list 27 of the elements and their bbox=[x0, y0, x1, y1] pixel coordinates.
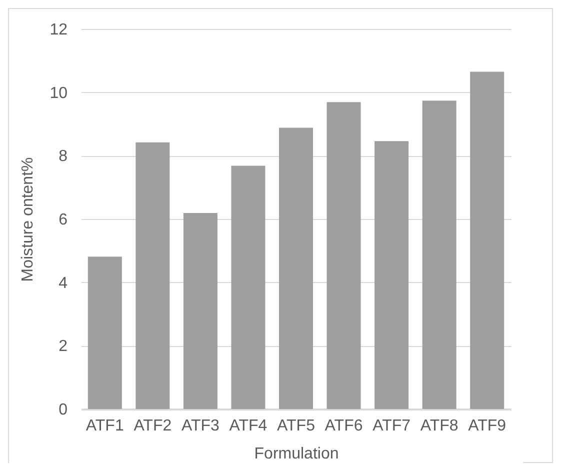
y-tick-label: 6 bbox=[58, 212, 68, 228]
bar bbox=[183, 212, 218, 409]
x-tick-label: ATF5 bbox=[277, 418, 316, 434]
bar bbox=[279, 128, 313, 409]
bar bbox=[136, 142, 170, 409]
x-tick-label: ATF8 bbox=[420, 418, 458, 434]
bar bbox=[326, 102, 361, 409]
bar bbox=[374, 141, 409, 409]
bar bbox=[470, 72, 504, 409]
bar bbox=[88, 256, 122, 409]
x-tick-label: ATF1 bbox=[86, 418, 124, 434]
y-tick-label: 8 bbox=[58, 148, 68, 166]
bar bbox=[422, 100, 456, 409]
y-tick-label: 12 bbox=[50, 22, 68, 38]
x-tick-label: ATF4 bbox=[229, 418, 268, 434]
y-tick-label: 2 bbox=[58, 338, 68, 356]
x-axis-title: Formulation bbox=[254, 446, 339, 462]
y-tick-label: 10 bbox=[50, 84, 68, 102]
x-tick-label: ATF7 bbox=[372, 418, 411, 434]
bar bbox=[231, 166, 266, 409]
x-tick-label: ATF6 bbox=[324, 418, 363, 434]
x-tick-label: ATF2 bbox=[134, 418, 172, 434]
y-tick-label: 4 bbox=[58, 274, 68, 292]
x-tick-label: ATF9 bbox=[468, 418, 506, 434]
y-tick-label: 0 bbox=[58, 402, 68, 418]
y-axis-title: Moisture ontent% bbox=[20, 157, 37, 282]
x-tick-label: ATF3 bbox=[181, 418, 220, 434]
